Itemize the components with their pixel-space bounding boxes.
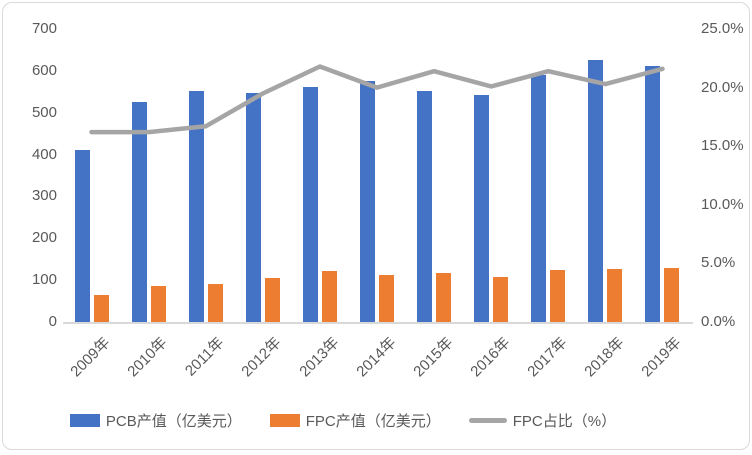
fpc-bar-2012年 [264, 278, 280, 322]
x-axis-label: 2011年 [182, 334, 228, 380]
x-axis-label: 2013年 [295, 334, 343, 381]
pcb-bar-2018年 [588, 60, 604, 322]
right-axis-tick: 5.0% [701, 254, 736, 272]
category-2016年 [463, 29, 520, 322]
fpc-bar-2013年 [321, 270, 337, 322]
legend-label: FPC占比（%） [512, 412, 617, 430]
fpc-bar-2011年 [207, 283, 223, 322]
right-axis: 0.0% 5.0% 10.0% 15.0% 20.0% 25.0% [701, 3, 752, 455]
pcb-bar-2019年 [645, 65, 661, 322]
category-2010年 [120, 29, 177, 322]
category-2017年 [520, 29, 577, 322]
legend-bar-swatch-icon [69, 413, 100, 427]
category-2012年 [234, 29, 291, 322]
bars [63, 29, 691, 322]
x-axis-label: 2019年 [638, 334, 685, 381]
category-2019年 [634, 29, 691, 322]
left-axis-tick: 400 [31, 145, 57, 163]
left-axis-tick: 200 [31, 229, 57, 247]
category-2009年 [63, 29, 120, 322]
legend: PCB产值（亿美元） FPC产值（亿美元） FPC占比（%） [13, 406, 673, 434]
pcb-bar-2017年 [531, 75, 547, 322]
left-axis-tick: 0 [48, 313, 57, 330]
left-axis-tick: 100 [31, 271, 57, 289]
x-axis-line [63, 322, 693, 324]
legend-bar-swatch-icon [269, 413, 300, 427]
right-axis-tick: 15.0% [701, 137, 744, 155]
right-axis-tick: 10.0% [701, 195, 744, 213]
right-axis-tick: 0.0% [701, 313, 736, 330]
fpc-bar-2019年 [664, 267, 680, 322]
x-axis-label: 2010年 [124, 334, 171, 381]
right-axis-tick: 25.0% [701, 20, 744, 37]
legend-item-fpc-ratio: FPC占比（%） [468, 410, 617, 431]
pcb-bar-2009年 [74, 149, 90, 322]
x-axis-label: 2015年 [410, 334, 457, 381]
legend-label: FPC产值（亿美元） [305, 412, 441, 430]
pcb-bar-2014年 [360, 81, 376, 322]
legend-line-swatch-icon [468, 417, 507, 423]
x-axis: 2009年 2010年 2011年 2012年 2013年 2014年 2015年 2016年… [63, 322, 691, 402]
category-2015年 [406, 29, 463, 322]
fpc-bar-2010年 [150, 286, 166, 322]
fpc-bar-2014年 [379, 275, 395, 322]
x-axis-label: 2014年 [352, 334, 400, 381]
legend-label: PCB产值（亿美元） [105, 412, 242, 430]
fpc-bar-2017年 [550, 270, 566, 322]
x-axis-label: 2016年 [467, 334, 514, 381]
left-axis-tick: 700 [31, 20, 57, 37]
category-2018年 [577, 29, 634, 322]
pcb-bar-2010年 [131, 102, 147, 322]
fpc-bar-2015年 [436, 272, 452, 322]
x-axis-label: 2018年 [581, 334, 628, 381]
legend-item-fpc: FPC产值（亿美元） [269, 410, 441, 431]
left-axis-tick: 300 [31, 187, 57, 205]
fpc-bar-2016年 [493, 276, 509, 322]
right-axis-tick: 20.0% [701, 78, 744, 96]
plot-area [63, 29, 691, 322]
left-axis-tick: 500 [31, 103, 57, 121]
pcb-bar-2011年 [188, 90, 204, 322]
fpc-bar-2018年 [607, 268, 623, 322]
legend-item-pcb: PCB产值（亿美元） [69, 410, 242, 431]
left-axis: 0 100 200 300 400 500 600 700 [17, 3, 57, 455]
category-2014年 [348, 29, 405, 322]
pcb-bar-2016年 [474, 95, 490, 322]
chart-frame: 0 100 200 300 400 500 600 700 0.0% 5.0% 10.0% 15.0… [2, 2, 750, 450]
pcb-bar-2012年 [245, 92, 261, 322]
category-2011年 [177, 29, 234, 322]
x-axis-label: 2017年 [524, 334, 571, 381]
x-axis-label: 2012年 [238, 334, 285, 381]
fpc-bar-2009年 [93, 294, 109, 322]
pcb-bar-2015年 [417, 91, 433, 322]
category-2013年 [291, 29, 348, 322]
pcb-bar-2013年 [302, 86, 318, 322]
left-axis-tick: 600 [31, 61, 57, 79]
x-axis-label: 2009年 [67, 334, 114, 381]
